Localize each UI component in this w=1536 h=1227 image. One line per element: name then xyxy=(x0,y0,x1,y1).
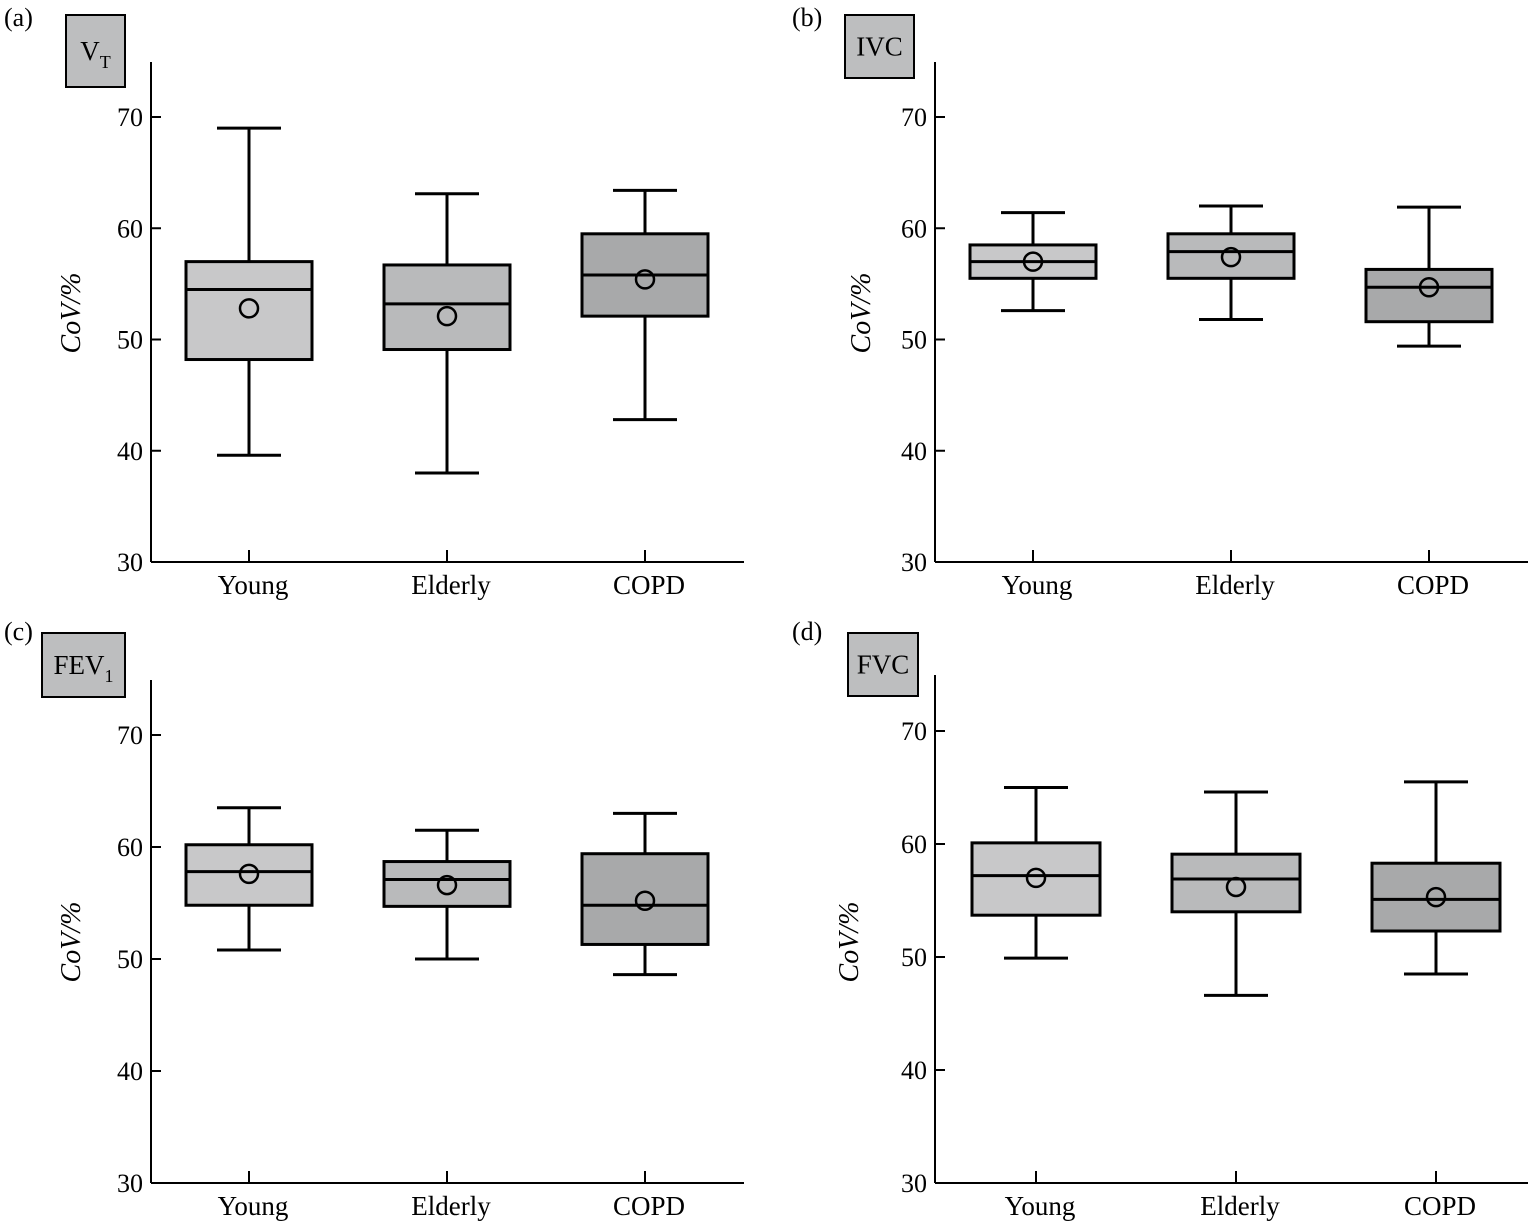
panel-title-box xyxy=(65,14,126,88)
x-category-label: COPD xyxy=(1404,1191,1476,1221)
x-category-label: Elderly xyxy=(1200,1191,1280,1221)
panel-title: IVC xyxy=(856,32,903,62)
x-category-label: Young xyxy=(218,570,289,600)
x-category-label: COPD xyxy=(1397,570,1469,600)
box-iqr xyxy=(382,860,512,908)
panel-letter: (d) xyxy=(792,617,822,646)
y-tick-label: 60 xyxy=(901,214,927,243)
x-category-label: Elderly xyxy=(411,1191,491,1221)
mean-marker xyxy=(1418,276,1440,298)
mean-marker xyxy=(238,863,260,885)
box-iqr xyxy=(1166,232,1296,280)
mean-marker xyxy=(1220,246,1242,268)
y-tick-label: 40 xyxy=(901,437,927,466)
y-tick-label: 60 xyxy=(901,830,927,859)
panel-letter: (b) xyxy=(792,3,822,32)
mean-marker xyxy=(1022,251,1044,272)
x-category-label: Young xyxy=(218,1191,289,1221)
box-iqr xyxy=(1170,852,1302,914)
mean-marker xyxy=(1025,867,1047,889)
panel-letter: (c) xyxy=(4,617,33,646)
y-axis-label: CoV/% xyxy=(56,902,87,983)
y-tick-label: 70 xyxy=(117,103,143,132)
y-tick-label: 60 xyxy=(117,833,143,862)
mean-marker xyxy=(1425,886,1447,908)
y-tick-label: 50 xyxy=(901,943,927,972)
y-tick-label: 40 xyxy=(117,1057,143,1086)
box-iqr xyxy=(580,852,710,946)
y-tick-label: 50 xyxy=(117,326,143,355)
panel-title: FVC xyxy=(857,650,910,680)
x-category-label: Elderly xyxy=(1195,570,1275,600)
box-iqr xyxy=(970,841,1102,917)
panel-title: FEV1 xyxy=(53,650,113,686)
y-tick-label: 30 xyxy=(901,1169,927,1198)
panel-title-box xyxy=(844,14,915,79)
y-tick-label: 70 xyxy=(901,103,927,132)
box-iqr xyxy=(1370,861,1502,933)
y-tick-label: 30 xyxy=(901,548,927,577)
y-tick-label: 30 xyxy=(117,1169,143,1198)
y-axis-label: CoV/% xyxy=(834,902,865,983)
panel-letter: (a) xyxy=(4,3,33,32)
y-tick-label: 50 xyxy=(901,326,927,355)
x-category-label: Young xyxy=(1005,1191,1076,1221)
y-tick-label: 30 xyxy=(117,548,143,577)
panel-title-box xyxy=(41,632,126,698)
y-tick-label: 70 xyxy=(901,717,927,746)
y-tick-label: 60 xyxy=(117,214,143,243)
y-axis-label: CoV/% xyxy=(846,273,877,354)
x-category-label: Young xyxy=(1002,570,1073,600)
mean-marker xyxy=(1225,876,1247,898)
mean-marker xyxy=(436,874,458,896)
x-category-label: COPD xyxy=(613,570,685,600)
mean-marker xyxy=(634,890,656,912)
panel-title: VT xyxy=(80,36,111,72)
y-tick-label: 50 xyxy=(117,945,143,974)
y-tick-label: 70 xyxy=(117,721,143,750)
mean-marker xyxy=(238,298,260,319)
y-axis-label: CoV/% xyxy=(56,273,87,354)
box-iqr xyxy=(184,843,314,907)
mean-marker xyxy=(634,269,656,290)
box-iqr xyxy=(184,260,314,362)
x-category-label: COPD xyxy=(613,1191,685,1221)
y-tick-label: 40 xyxy=(117,437,143,466)
x-category-label: Elderly xyxy=(411,570,491,600)
panel-title-box xyxy=(847,632,919,697)
mean-marker xyxy=(436,305,458,327)
y-tick-label: 40 xyxy=(901,1056,927,1085)
